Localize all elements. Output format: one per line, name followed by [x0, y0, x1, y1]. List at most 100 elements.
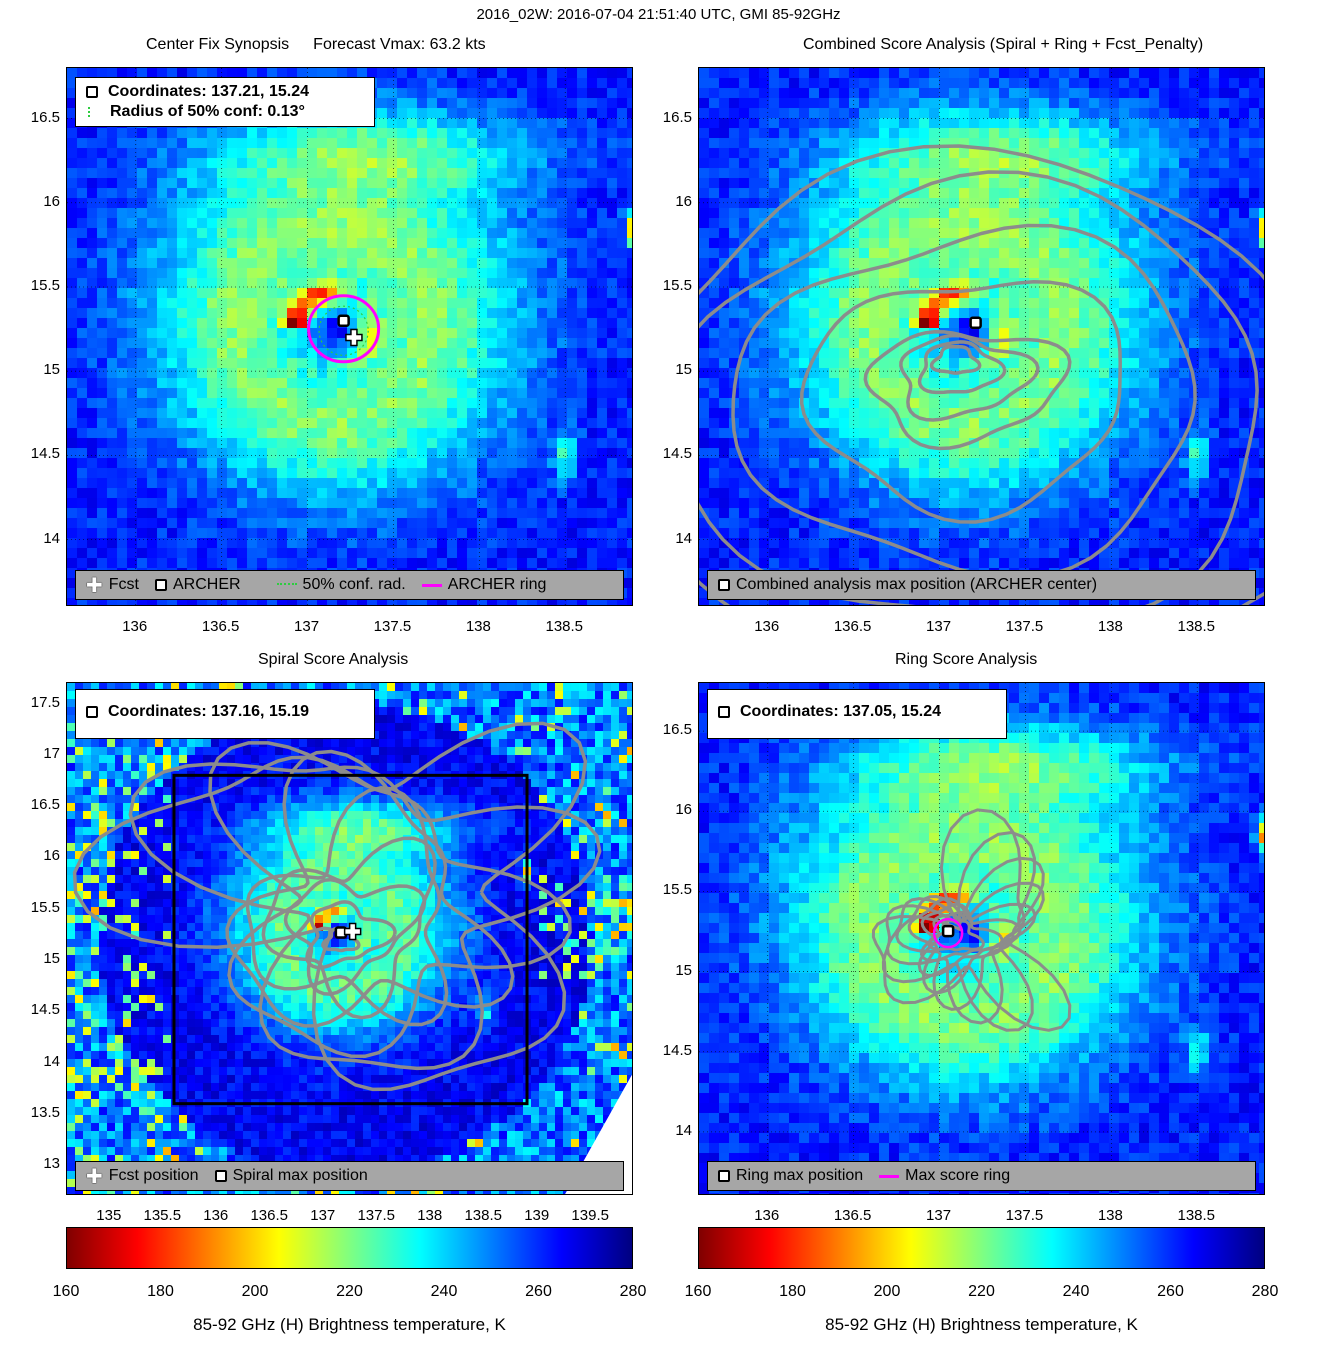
heat-cell — [477, 288, 488, 299]
heat-cell — [457, 198, 468, 209]
heat-cell — [437, 78, 448, 89]
heat-cell — [1029, 318, 1040, 329]
heat-cell — [1049, 308, 1060, 319]
heat-cell — [267, 178, 278, 189]
heat-cell — [447, 558, 458, 569]
heat-cell — [959, 138, 970, 149]
heat-cell — [507, 268, 518, 279]
heat-cell — [587, 148, 598, 159]
heat-cell — [157, 158, 168, 169]
heat-cell — [327, 418, 338, 429]
heat-cell — [407, 408, 418, 419]
heat-cell — [1179, 288, 1190, 299]
heat-cell — [337, 68, 348, 79]
heat-cell — [477, 198, 488, 209]
heat-cell — [197, 378, 208, 389]
heat-cell — [417, 308, 428, 319]
heat-cell — [127, 328, 138, 339]
heat-cell — [377, 528, 388, 539]
heat-cell — [447, 438, 458, 449]
heat-cell — [207, 488, 218, 499]
heat-cell — [567, 248, 578, 259]
heat-cell — [487, 518, 498, 529]
ring-title: Ring Score Analysis — [895, 651, 1038, 668]
heat-cell — [1059, 368, 1070, 379]
heat-cell — [497, 498, 508, 509]
heat-cell — [257, 508, 268, 519]
heat-cell — [447, 188, 458, 199]
heat-cell — [517, 448, 528, 459]
heat-cell — [1229, 228, 1240, 239]
heat-cell — [779, 148, 790, 159]
heat-cell — [117, 548, 128, 559]
heat-cell — [1049, 128, 1060, 139]
heat-cell — [1059, 318, 1070, 329]
heat-cell — [587, 188, 598, 199]
heat-cell — [1149, 188, 1160, 199]
heat-cell — [819, 168, 830, 179]
heat-cell — [117, 388, 128, 399]
heat-cell — [137, 438, 148, 449]
heat-cell — [949, 198, 960, 209]
heat-cell — [869, 78, 880, 89]
heat-cell — [457, 78, 468, 89]
heat-cell — [157, 528, 168, 539]
heat-cell — [1069, 128, 1080, 139]
heat-cell — [297, 498, 308, 509]
heat-cell — [1239, 218, 1250, 229]
heat-cell — [1069, 198, 1080, 209]
heat-cell — [909, 268, 920, 279]
heat-cell — [147, 148, 158, 159]
heat-cell — [597, 228, 608, 239]
heat-cell — [317, 268, 328, 279]
heat-cell — [607, 538, 618, 549]
heat-cell — [617, 188, 628, 199]
heat-cell — [487, 158, 498, 169]
heat-cell — [237, 218, 248, 229]
heat-cell — [277, 318, 288, 329]
heat-cell — [1049, 258, 1060, 269]
heat-cell — [1219, 338, 1230, 349]
heat-cell — [577, 378, 588, 389]
heat-cell — [989, 388, 1000, 399]
heat-cell — [899, 358, 910, 369]
heat-cell — [227, 228, 238, 239]
heat-cell — [117, 508, 128, 519]
heat-cell — [297, 438, 308, 449]
heat-cell — [387, 598, 398, 605]
heat-cell — [387, 518, 398, 529]
heat-cell — [477, 358, 488, 369]
heat-cell — [829, 308, 840, 319]
heat-cell — [537, 428, 548, 439]
heat-cell — [597, 158, 608, 169]
heat-cell — [187, 548, 198, 559]
heat-cell — [447, 68, 458, 79]
heat-cell — [177, 468, 188, 479]
heat-cell — [547, 198, 558, 209]
heat-cell — [577, 258, 588, 269]
heat-cell — [779, 78, 790, 89]
heat-cell — [467, 98, 478, 109]
heat-cell — [819, 298, 830, 309]
heat-cell — [1169, 308, 1180, 319]
heat-cell — [1259, 258, 1264, 269]
heat-cell — [739, 348, 750, 359]
heat-cell — [547, 148, 558, 159]
heat-cell — [587, 468, 598, 479]
heat-cell — [1049, 318, 1060, 329]
heat-cell — [177, 298, 188, 309]
heat-cell — [427, 378, 438, 389]
heat-cell — [627, 188, 632, 199]
heat-cell — [1139, 98, 1150, 109]
heat-cell — [277, 198, 288, 209]
heat-cell — [437, 118, 448, 129]
heat-cell — [377, 148, 388, 159]
heat-cell — [527, 528, 538, 539]
heat-cell — [1079, 328, 1090, 339]
heat-cell — [307, 408, 318, 419]
heat-cell — [829, 198, 840, 209]
heat-cell — [889, 118, 900, 129]
heat-cell — [347, 368, 358, 379]
heat-cell — [577, 488, 588, 499]
heat-cell — [799, 248, 810, 259]
